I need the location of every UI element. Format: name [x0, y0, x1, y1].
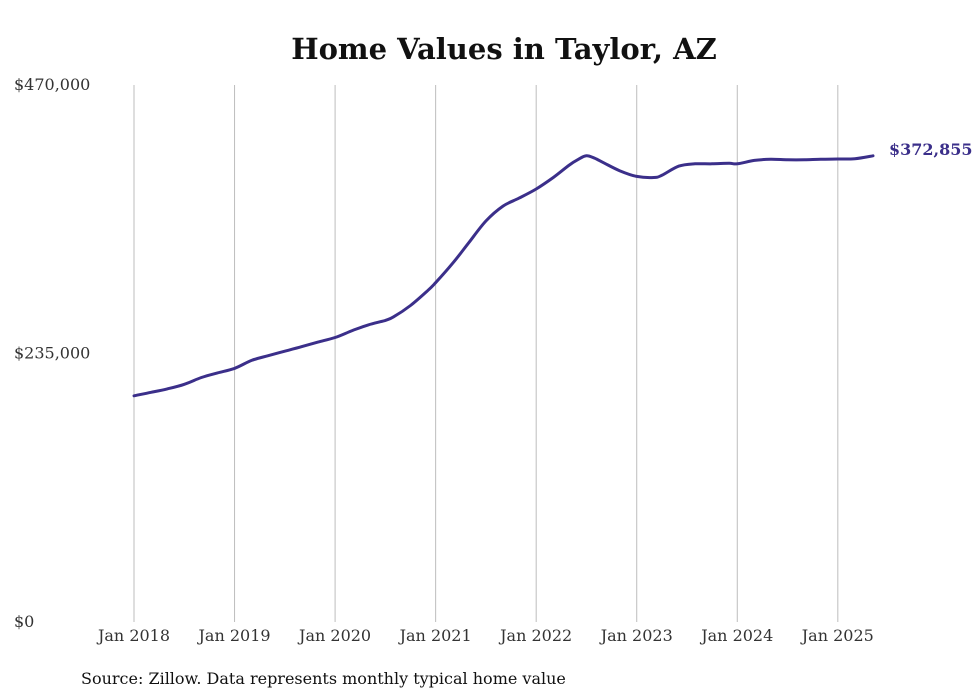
x-tick-label: Jan 2025: [800, 626, 874, 645]
y-tick-label: $470,000: [14, 75, 90, 94]
y-axis-ticks: $0 $235,000 $470,000: [14, 75, 90, 631]
x-tick-label: Jan 2019: [197, 626, 271, 645]
x-tick-label: Jan 2023: [599, 626, 673, 645]
x-tick-label: Jan 2018: [96, 626, 170, 645]
series-line-home-value: [132, 154, 875, 398]
x-axis-ticks: Jan 2018 Jan 2019 Jan 2020 Jan 2021 Jan 2022…: [96, 626, 874, 645]
source-note: Source: Zillow. Data represents monthly …: [81, 669, 566, 688]
y-tick-label: $235,000: [14, 344, 90, 363]
x-tick-label: Jan 2024: [699, 626, 773, 645]
y-tick-label: $0: [14, 612, 34, 631]
chart-title: Home Values in Taylor, AZ: [291, 32, 717, 66]
x-tick-label: Jan 2021: [398, 626, 472, 645]
end-value-label: $372,855: [889, 140, 973, 159]
x-tick-label: Jan 2020: [297, 626, 371, 645]
x-tick-label: Jan 2022: [498, 626, 572, 645]
grid-lines: [133, 85, 839, 622]
